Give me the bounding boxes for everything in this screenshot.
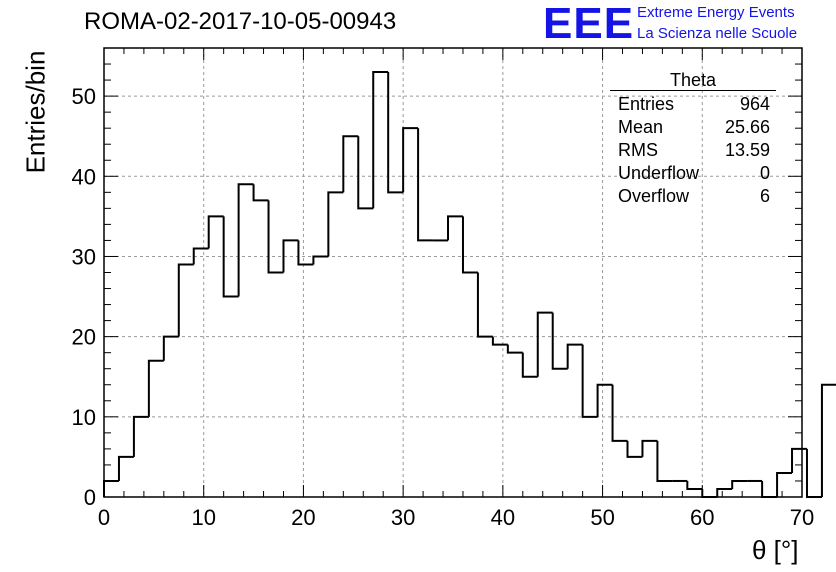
histogram-bin (476, 272, 493, 338)
histogram-bin (626, 440, 643, 458)
stats-row-rms: RMS 13.59 (610, 139, 776, 162)
histogram-bin (536, 311, 553, 377)
histogram-bin (177, 263, 194, 337)
histogram-bin (805, 448, 822, 498)
y-tick-label: 20 (72, 325, 96, 350)
histogram-bin (581, 344, 598, 418)
x-tick-label: 40 (491, 505, 515, 530)
stats-value: 0 (759, 163, 770, 183)
histogram-bin (162, 335, 179, 361)
histogram-bin (461, 216, 478, 274)
histogram-bin (551, 312, 568, 370)
histogram-bin (701, 488, 718, 498)
stats-label: RMS (618, 140, 658, 160)
y-tick-label: 40 (72, 164, 96, 189)
histogram-bin (656, 440, 673, 482)
x-tick-label: 60 (690, 505, 714, 530)
x-tick-label: 10 (191, 505, 215, 530)
y-tick-label: 50 (72, 84, 96, 109)
stats-label: Overflow (618, 186, 690, 206)
histogram-bin (327, 191, 344, 257)
histogram-bin (417, 128, 434, 242)
stats-label: Entries (618, 94, 675, 114)
histogram-bin (716, 487, 733, 497)
histogram-bin (776, 471, 793, 497)
histogram-bin (207, 215, 224, 249)
stats-separator (610, 90, 776, 91)
histogram-bin (641, 439, 658, 457)
chart-title: ROMA-02-2017-10-05-00943 (84, 8, 397, 35)
y-tick-label: 0 (84, 485, 96, 510)
stats-label: Underflow (618, 163, 700, 183)
x-tick-label: 70 (790, 505, 814, 530)
histogram-bin (731, 479, 748, 489)
logo-tagline-1: Extreme Energy Events (637, 4, 795, 21)
histogram-bin (147, 359, 164, 417)
histogram-bin (342, 135, 359, 193)
histogram-bin (103, 479, 119, 497)
histogram-bin (686, 480, 703, 490)
stats-row-mean: Mean 25.66 (610, 116, 776, 139)
histogram-bin (820, 383, 836, 497)
histogram-bin (312, 255, 329, 265)
histogram-bin (297, 240, 314, 266)
stats-row-entries: Entries 964 (610, 93, 776, 116)
logo-tagline-2: La Scienza nelle Scuole (637, 25, 798, 42)
histogram-bin (506, 344, 523, 354)
histogram-bin (791, 447, 807, 473)
stats-value: 25.66 (724, 117, 770, 137)
histogram-bin (761, 480, 778, 498)
x-tick-label: 50 (590, 505, 614, 530)
histogram-bin (282, 239, 299, 273)
stats-value: 964 (739, 94, 770, 114)
histogram-bin (192, 247, 209, 265)
stats-title: Theta (669, 70, 717, 90)
histogram-bin (372, 71, 389, 209)
histogram-bin (402, 127, 419, 193)
histogram-bin (237, 183, 254, 297)
y-tick-label: 30 (72, 244, 96, 269)
histogram-bin (252, 184, 269, 202)
histogram-bin (596, 383, 613, 417)
histogram-bin (566, 343, 583, 369)
x-tick-label: 20 (291, 505, 315, 530)
x-tick-label: 0 (98, 505, 110, 530)
histogram-bin (387, 72, 404, 194)
stats-value: 6 (759, 186, 770, 206)
stats-label: Mean (618, 117, 664, 137)
y-tick-label: 10 (72, 405, 96, 430)
histogram-bin (267, 200, 284, 274)
stats-value: 13.59 (724, 140, 770, 160)
stats-row-overflow: Overflow 6 (610, 185, 776, 208)
stats-row-underflow: Underflow 0 (610, 162, 776, 185)
x-axis-label: θ [°] (752, 535, 799, 565)
histogram-bin (357, 136, 374, 210)
x-tick-label: 30 (391, 505, 415, 530)
histogram-bin (611, 384, 628, 442)
histogram-bin (117, 455, 134, 481)
histogram-bin (447, 215, 463, 241)
histogram-bin (491, 336, 508, 346)
histogram-bin (132, 415, 149, 457)
stats-box: Theta Entries 964 Mean 25.66 RMS 13.59 U… (610, 70, 776, 208)
histogram-bin (222, 216, 239, 298)
eee-logo: EEE (543, 0, 635, 48)
histogram-bin (521, 352, 538, 378)
